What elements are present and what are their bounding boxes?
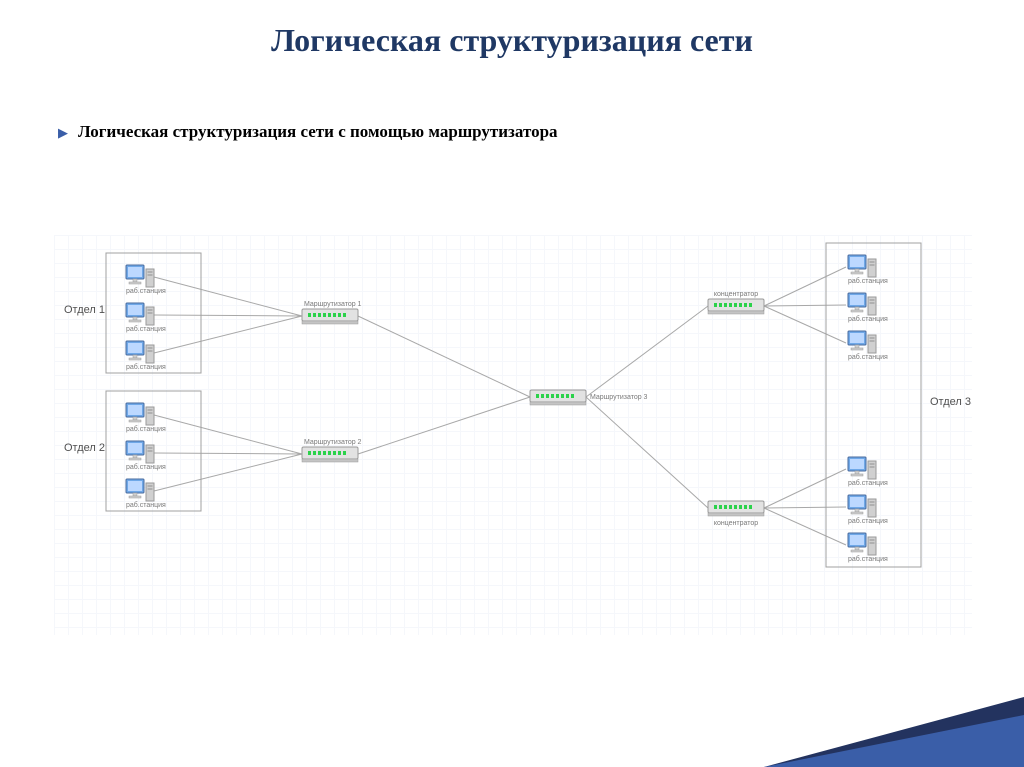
node-label: раб.станция [848, 517, 888, 525]
edge [764, 305, 846, 306]
edge [154, 315, 302, 316]
corner-accent-light [764, 715, 1024, 767]
node-label: раб.станция [848, 555, 888, 563]
node-label: раб.станция [126, 425, 166, 433]
node-label: раб.станция [126, 287, 166, 295]
edge [154, 415, 302, 454]
diagram-svg: Отдел 1 Отдел 2 Отдел 3 раб.станция раб.стан… [54, 235, 972, 635]
workstation-node: раб.станция [126, 341, 166, 371]
node-label: раб.станция [126, 325, 166, 333]
workstation-node: раб.станция [126, 303, 166, 333]
edge [358, 316, 530, 397]
edge [764, 267, 846, 306]
workstation-node: раб.станция [848, 457, 888, 487]
node-label: Маршрутизатор 2 [304, 439, 362, 446]
hub-node: концентратор [708, 501, 764, 527]
title-text: Логическая структуризация сети [271, 22, 753, 58]
edge [154, 316, 302, 353]
node-label: Маршрутизатор 1 [304, 301, 362, 308]
bullet-icon: ▶ [58, 126, 68, 139]
workstation-node: раб.станция [848, 293, 888, 323]
node-label: Маршрутизатор 3 [590, 394, 648, 401]
edge [586, 306, 708, 397]
group-label: Отдел 3 [930, 396, 971, 408]
network-diagram: Отдел 1 Отдел 2 Отдел 3 раб.станция раб.стан… [54, 235, 972, 635]
node-label: раб.станция [848, 479, 888, 487]
router-node: Маршрутизатор 1 [302, 301, 362, 324]
workstation-node: раб.станция [126, 265, 166, 295]
edge [764, 507, 846, 508]
edge [154, 453, 302, 454]
group-label: Отдел 1 [64, 304, 105, 316]
node-label: раб.станция [848, 315, 888, 323]
workstation-node: раб.станция [848, 255, 888, 285]
workstation-node: раб.станция [126, 403, 166, 433]
node-label: концентратор [714, 520, 758, 527]
page-title: Логическая структуризация сети [0, 22, 1024, 59]
group-label: Отдел 2 [64, 442, 105, 454]
edge [764, 306, 846, 343]
edge [764, 469, 846, 508]
node-label: концентратор [714, 291, 758, 298]
router-node: Маршрутизатор 3 [530, 390, 648, 405]
node-label: раб.станция [848, 353, 888, 361]
node-label: раб.станция [126, 363, 166, 371]
bullet-row: ▶ Логическая структуризация сети с помощ… [58, 122, 558, 142]
router-node: Маршрутизатор 2 [302, 439, 362, 462]
node-label: раб.станция [126, 501, 166, 509]
workstation-node: раб.станция [848, 533, 888, 563]
bullet-text: Логическая структуризация сети с помощью… [78, 122, 558, 142]
slide: Логическая структуризация сети ▶ Логичес… [0, 0, 1024, 767]
hub-node: концентратор [708, 291, 764, 314]
edge [154, 454, 302, 491]
edge [764, 508, 846, 545]
edge [154, 277, 302, 316]
workstation-node: раб.станция [848, 331, 888, 361]
node-label: раб.станция [848, 277, 888, 285]
node-label: раб.станция [126, 463, 166, 471]
edge [358, 397, 530, 454]
workstation-node: раб.станция [848, 495, 888, 525]
workstation-node: раб.станция [126, 479, 166, 509]
edge [586, 397, 708, 508]
workstation-node: раб.станция [126, 441, 166, 471]
